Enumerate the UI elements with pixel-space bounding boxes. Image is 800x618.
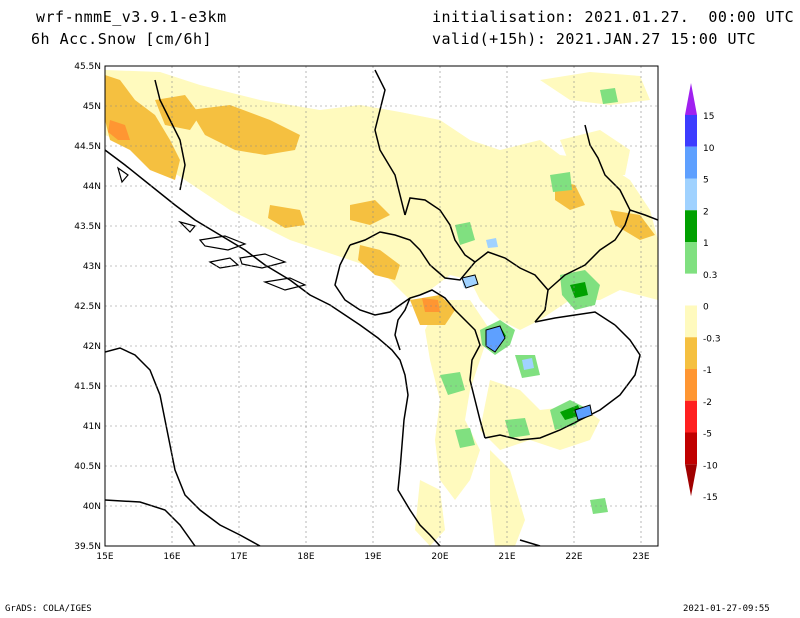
field-title: 6h Acc.Snow [cm/6h]: [31, 30, 213, 48]
grid-lines: [105, 66, 658, 546]
lon-tick-label: 18E: [297, 552, 314, 562]
lat-tick-label: 41N: [83, 422, 101, 432]
legend-label: 1: [703, 239, 709, 249]
lon-tick-labels: 15E 16E 17E 18E 19E 20E 21E 22E 23E: [96, 552, 649, 562]
lon-tick-label: 19E: [364, 552, 381, 562]
legend-label: -10: [703, 461, 718, 471]
legend-swatch: [685, 369, 697, 401]
footer-timestamp: 2021-01-27-09:55: [683, 604, 770, 614]
lon-tick-label: 23E: [632, 552, 649, 562]
legend-arrow-bottom: [685, 464, 697, 497]
lat-tick-labels: 45.5N 45N 44.5N 44N 43.5N 43N 42.5N 42N 41.5N 41N…: [74, 62, 101, 552]
lon-tick-label: 17E: [230, 552, 247, 562]
legend-swatch: [685, 337, 697, 369]
legend-swatch: [685, 115, 697, 147]
lake-ohrid: [485, 325, 506, 353]
lat-tick-label: 43.5N: [74, 222, 101, 232]
legend-label: -0.3: [703, 334, 721, 344]
lat-tick-label: 40.5N: [74, 462, 101, 472]
lon-tick-label: 21E: [498, 552, 515, 562]
legend-swatch: [685, 242, 697, 274]
legend-label: 10: [703, 144, 715, 154]
legend-label: 5: [703, 176, 709, 186]
lat-tick-label: 45N: [83, 102, 101, 112]
snow-field: [105, 70, 658, 546]
legend-label: 0.3: [703, 271, 717, 281]
legend-label: -1: [703, 366, 712, 376]
borders: [105, 69, 658, 546]
color-legend: 15 10 5 2 1 0.3 0 -0.3 -1 -2 -5 -10 -15: [685, 83, 721, 503]
legend-label: -15: [703, 493, 718, 503]
legend-swatch: [685, 305, 697, 338]
lat-tick-label: 42N: [83, 342, 101, 352]
lon-tick-label: 16E: [163, 552, 180, 562]
lat-tick-label: 39.5N: [74, 542, 101, 552]
lon-tick-label: 22E: [565, 552, 582, 562]
lake-gazivoda: [461, 274, 479, 289]
footer-software: GrADS: COLA/IGES: [5, 604, 92, 614]
lon-tick-label: 15E: [96, 552, 113, 562]
valid-time: valid(+15h): 2021.JAN.27 15:00 UTC: [432, 30, 757, 48]
init-time: initialisation: 2021.01.27. 00:00 UTC: [432, 8, 795, 26]
lake-doiran: [574, 404, 593, 421]
lat-tick-label: 41.5N: [74, 382, 101, 392]
legend-swatch: [685, 210, 697, 242]
legend-swatch: [685, 432, 697, 465]
legend-swatch: [685, 178, 697, 211]
legend-arrow-top: [685, 83, 697, 115]
model-title: wrf-nmmE_v3.9.1-e3km: [36, 8, 227, 26]
lon-tick-label: 20E: [431, 552, 448, 562]
legend-label: -5: [703, 430, 712, 440]
legend-label: 2: [703, 207, 709, 217]
lat-tick-label: 43N: [83, 262, 101, 272]
legend-swatch: [685, 273, 697, 306]
legend-swatch: [685, 146, 697, 179]
lat-tick-label: 44.5N: [74, 142, 101, 152]
lat-tick-label: 40N: [83, 502, 101, 512]
lat-tick-label: 44N: [83, 182, 101, 192]
legend-label: 0: [703, 303, 709, 313]
legend-label: 15: [703, 112, 714, 122]
legend-swatch: [685, 400, 697, 433]
lat-tick-label: 42.5N: [74, 302, 101, 312]
legend-label: -2: [703, 398, 712, 408]
lat-tick-label: 45.5N: [74, 62, 101, 72]
map-frame: [104, 65, 659, 547]
